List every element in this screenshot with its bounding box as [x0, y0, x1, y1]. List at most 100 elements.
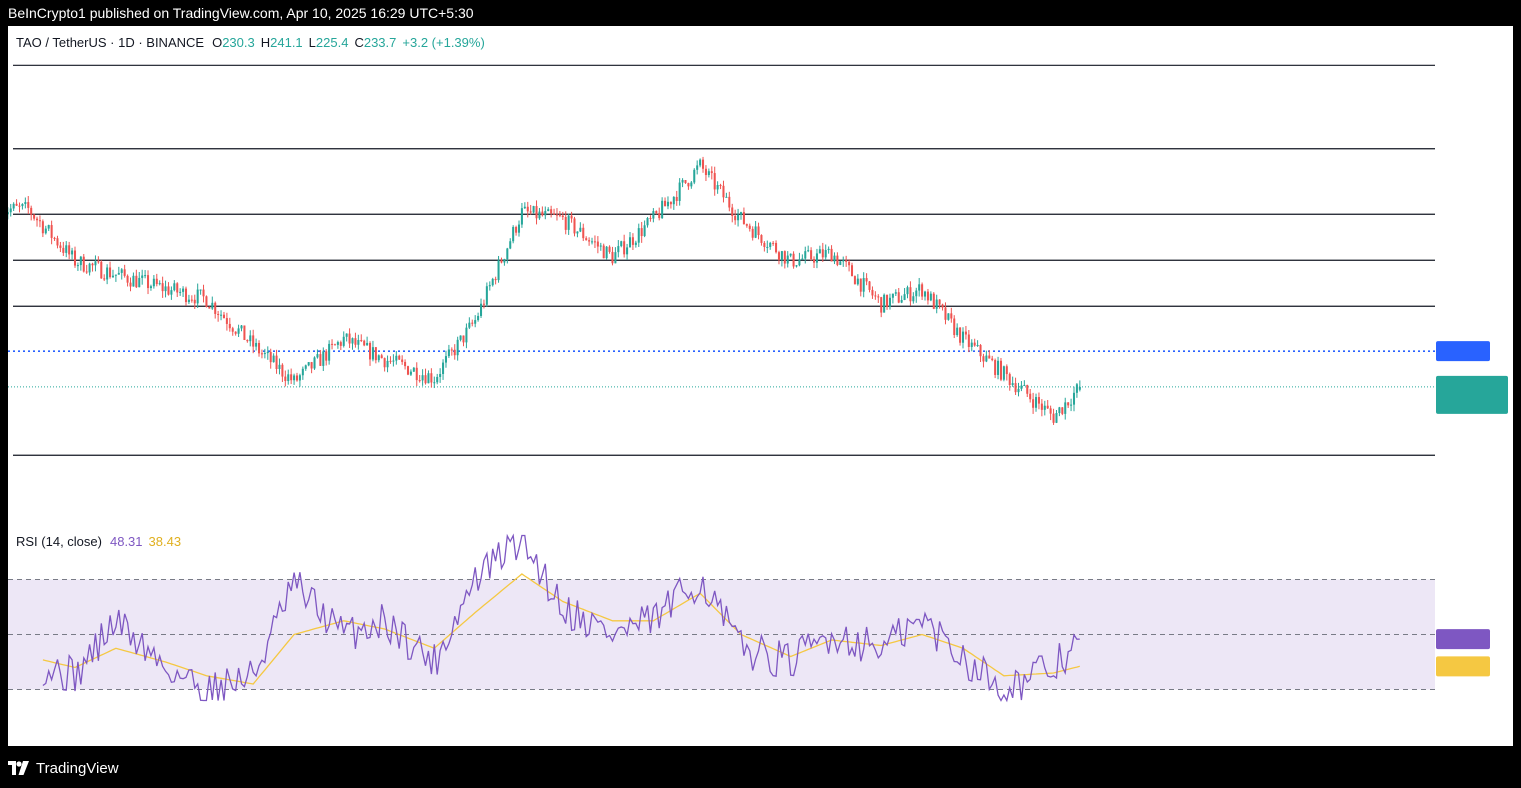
candle-body	[696, 165, 699, 170]
candle-body	[558, 214, 561, 216]
candle-body	[307, 362, 310, 366]
candle-body	[56, 238, 59, 246]
candle-body	[725, 196, 728, 198]
candle-body	[1008, 374, 1011, 386]
candle-body	[950, 313, 953, 319]
candle-body	[1035, 397, 1038, 408]
candle-body	[109, 267, 112, 278]
candle-body	[430, 373, 433, 383]
candle-body	[573, 218, 576, 234]
candle-body	[620, 241, 623, 247]
candle-body	[488, 285, 491, 287]
candle-body	[672, 196, 675, 205]
candle-body	[617, 246, 620, 253]
candle-body	[336, 342, 339, 345]
candle-body	[44, 228, 47, 234]
candle-body	[15, 203, 18, 206]
candle-body	[1040, 403, 1043, 410]
candle-body	[853, 276, 856, 285]
candle-body	[532, 206, 535, 213]
candle-body	[1029, 393, 1032, 400]
candle-body	[412, 367, 415, 372]
candle-body	[795, 265, 798, 267]
candle-body	[707, 171, 710, 176]
candle-body	[1064, 402, 1067, 414]
candle-body	[687, 183, 690, 187]
candle-body	[144, 275, 147, 277]
candle-body	[833, 255, 836, 262]
candle-body	[929, 293, 932, 301]
candle-body	[780, 251, 783, 261]
candle-body	[591, 241, 594, 243]
tradingview-logo[interactable]: TradingView	[8, 758, 119, 778]
candle-body	[999, 360, 1002, 380]
candle-body	[182, 288, 185, 292]
candle-body	[339, 342, 342, 346]
candle-body	[544, 211, 547, 216]
candle-body	[406, 366, 410, 375]
candle-body	[564, 217, 567, 230]
candle-body	[985, 355, 988, 362]
candle-body	[742, 212, 745, 225]
candle-body	[173, 283, 176, 291]
candle-body	[103, 278, 106, 280]
candle-body	[1017, 388, 1020, 393]
candle-body	[158, 283, 161, 285]
candle-body	[155, 278, 158, 285]
candle-body	[731, 207, 734, 217]
candle-body	[246, 339, 249, 342]
candle-body	[252, 335, 255, 347]
candle-body	[964, 331, 967, 335]
candle-body	[970, 342, 973, 347]
candle-body	[509, 241, 512, 249]
candle-body	[30, 207, 33, 215]
candle-body	[231, 328, 234, 332]
candle-body	[842, 260, 845, 262]
chart-canvas[interactable]: TAO / TetherUS · 1D · BINANCE O230.3 H241.…	[8, 26, 1513, 746]
candle-body	[1058, 407, 1061, 414]
candle-body	[266, 351, 269, 354]
candle-body	[1043, 405, 1046, 410]
candle-body	[538, 211, 541, 219]
candle-body	[824, 250, 827, 258]
chart-panel[interactable]: TAO / TetherUS · 1D · BINANCE O230.3 H241.…	[8, 26, 1513, 746]
candle-body	[830, 248, 833, 262]
candle-body	[205, 296, 208, 307]
candle-body	[880, 297, 883, 313]
high-label: H	[261, 35, 270, 50]
candle-body	[1078, 386, 1081, 390]
candle-body	[839, 261, 842, 265]
candle-body	[167, 286, 170, 295]
rsi-legend: RSI (14, close) 48.31 38.43	[16, 534, 181, 549]
candle-body	[100, 261, 103, 279]
candle-body	[462, 335, 465, 343]
candle-body	[637, 228, 640, 243]
close-label: C	[354, 35, 363, 50]
candle-body	[94, 261, 97, 266]
candle-body	[1067, 402, 1070, 406]
candle-body	[967, 334, 970, 347]
candle-body	[79, 256, 82, 266]
candle-body	[593, 241, 596, 243]
candle-body	[579, 227, 582, 232]
candle-body	[59, 245, 62, 248]
rsi-title: RSI (14, close)	[16, 534, 102, 549]
candle-body	[906, 287, 909, 295]
candle-body	[555, 214, 558, 216]
candle-body	[567, 215, 570, 230]
candle-body	[1032, 399, 1035, 408]
candle-body	[941, 304, 944, 308]
candle-body	[529, 211, 532, 213]
candle-body	[973, 342, 976, 346]
candle-body	[47, 225, 50, 229]
candle-body	[877, 296, 880, 298]
candle-body	[827, 248, 830, 251]
candle-body	[626, 247, 629, 255]
candle-body	[237, 328, 240, 334]
candle-body	[398, 355, 401, 360]
candle-body	[27, 202, 30, 208]
candle-body	[82, 256, 85, 272]
symbol-name: TAO / TetherUS · 1D · BINANCE	[16, 35, 204, 50]
candle-body	[1061, 407, 1064, 414]
candle-body	[1075, 384, 1078, 393]
